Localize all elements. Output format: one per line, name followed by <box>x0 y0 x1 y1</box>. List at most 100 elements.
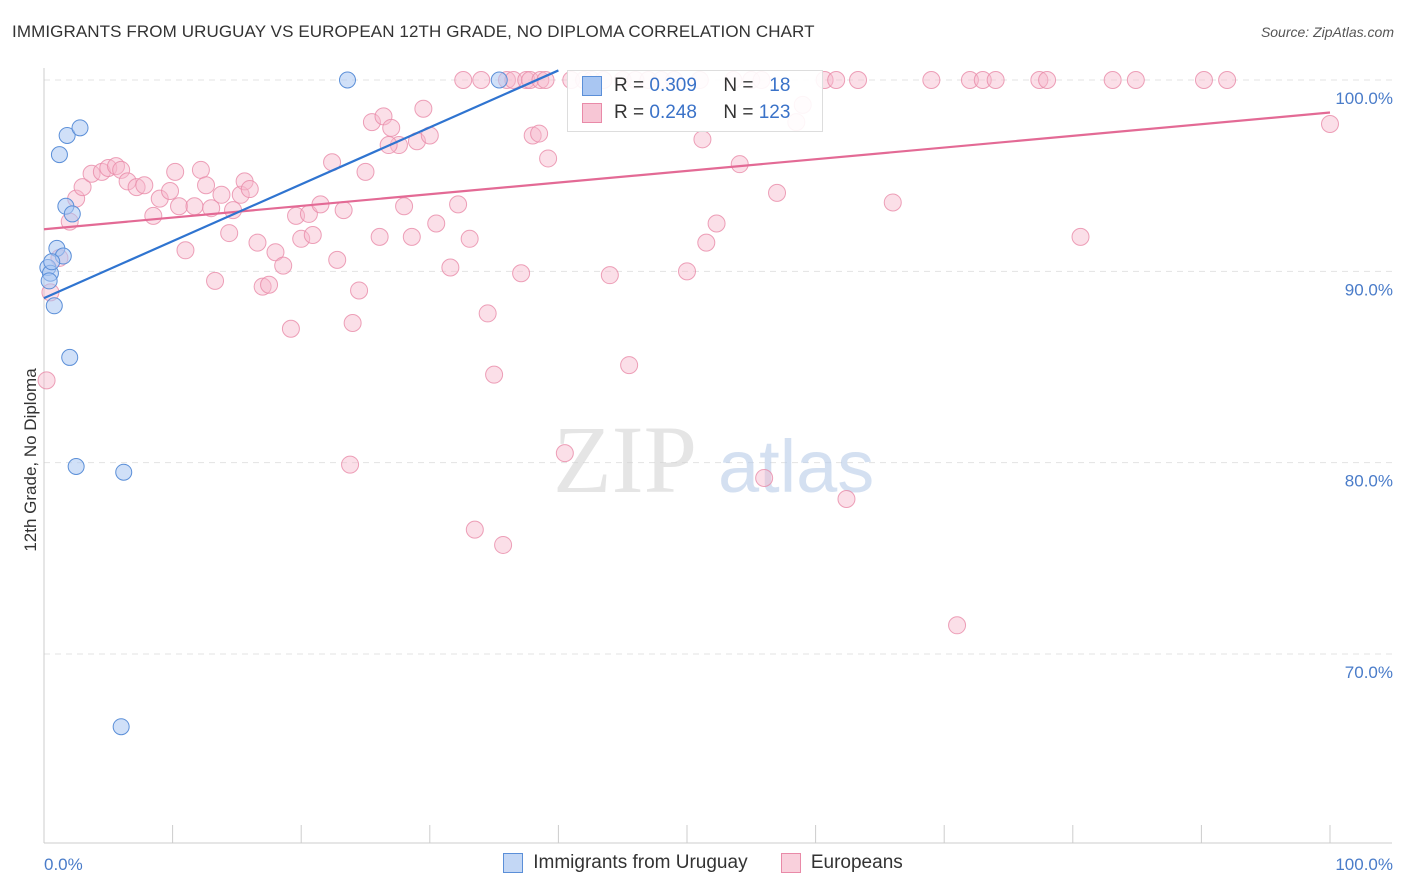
europeans-point <box>1218 71 1237 89</box>
europeans-point <box>1321 115 1339 134</box>
europeans-point <box>328 250 347 269</box>
europeans-point <box>600 266 619 285</box>
europeans-point <box>150 189 169 208</box>
europeans-point <box>118 172 137 191</box>
europeans-point <box>281 319 300 338</box>
europeans-point <box>973 71 992 89</box>
europeans-point <box>512 264 531 283</box>
correlation-legend: R = 0.309 N = 18 R = 0.248 N = 123 <box>567 70 823 132</box>
y-tick-label: 100.0% <box>1335 89 1393 108</box>
europeans-point <box>1030 71 1049 89</box>
europeans-point <box>837 490 856 509</box>
europeans-point <box>460 229 479 248</box>
uruguay-point <box>67 457 85 475</box>
uruguay-trend-line <box>43 69 559 300</box>
europeans-point <box>382 118 401 137</box>
uruguay-point <box>112 718 130 736</box>
europeans-point <box>620 356 639 375</box>
europeans-point <box>1194 71 1213 89</box>
europeans-point <box>707 214 726 233</box>
watermark-zip: ZIP <box>553 406 697 513</box>
europeans-point <box>370 227 389 246</box>
uruguay-swatch <box>582 75 602 96</box>
europeans-point <box>220 224 239 243</box>
europeans-point <box>849 71 868 89</box>
uruguay-point <box>50 146 68 164</box>
europeans-point <box>472 71 491 89</box>
legend-item-uruguay[interactable]: Immigrants from Uruguay <box>503 852 748 874</box>
europeans-point <box>176 241 195 260</box>
tick-labels: 70.0% 80.0% 90.0% 100.0% 0.0% 100.0% <box>44 89 1393 874</box>
europeans-swatch <box>780 852 801 873</box>
r-label: R = <box>614 102 645 123</box>
europeans-point <box>414 99 433 118</box>
europeans-point <box>197 176 216 195</box>
europeans-point <box>948 616 967 635</box>
europeans-point <box>135 176 154 195</box>
europeans-point <box>768 183 787 202</box>
europeans-point <box>883 193 902 212</box>
europeans-point <box>922 71 941 89</box>
europeans-point <box>341 455 360 474</box>
legend-row-europeans: R = 0.248 N = 123 <box>582 102 790 126</box>
europeans-point <box>730 155 749 174</box>
n-label: N = <box>723 75 754 96</box>
r-value-uruguay: 0.309 <box>649 75 697 96</box>
r-label: R = <box>614 75 645 96</box>
n-value-uruguay: 18 <box>769 75 791 96</box>
europeans-point <box>212 185 231 204</box>
uruguay-point <box>40 272 58 290</box>
europeans-point <box>144 206 163 225</box>
europeans-point <box>1038 71 1057 89</box>
europeans-point <box>350 281 369 300</box>
europeans-point <box>253 277 272 296</box>
europeans-point <box>303 225 322 244</box>
europeans-point <box>191 160 210 179</box>
europeans-trend-line <box>43 111 1331 231</box>
europeans-point <box>693 130 712 149</box>
europeans-point <box>530 124 549 143</box>
europeans-point <box>485 365 504 384</box>
europeans-swatch <box>582 102 602 123</box>
europeans-points <box>37 71 1339 635</box>
r-value-europeans: 0.248 <box>649 102 697 123</box>
europeans-point <box>427 214 446 233</box>
uruguay-point <box>63 205 81 223</box>
trend-lines <box>43 69 1331 300</box>
europeans-point <box>1103 71 1122 89</box>
uruguay-point <box>71 119 89 137</box>
x-tick-label: 100.0% <box>1335 855 1393 874</box>
europeans-point <box>539 149 558 168</box>
n-label: N = <box>723 102 754 123</box>
europeans-point <box>356 162 375 181</box>
uruguay-point <box>338 71 356 89</box>
europeans-point <box>678 262 696 281</box>
europeans-point <box>494 535 513 554</box>
europeans-point <box>523 126 542 145</box>
uruguay-point <box>58 126 76 144</box>
europeans-point <box>449 195 468 214</box>
europeans-point <box>240 180 259 199</box>
europeans-point <box>292 229 311 248</box>
europeans-point <box>185 197 204 216</box>
y-tick-label: 90.0% <box>1345 280 1393 299</box>
europeans-point <box>755 468 774 487</box>
europeans-point <box>343 313 362 332</box>
europeans-point <box>37 371 56 390</box>
grid-lines <box>44 79 1392 655</box>
source-label: Source: ZipAtlas.com <box>1260 24 1394 40</box>
y-tick-label: 70.0% <box>1345 663 1393 682</box>
europeans-point <box>260 275 279 294</box>
europeans-point <box>986 71 1005 89</box>
series-legend: Immigrants from Uruguay Europeans <box>0 852 1406 874</box>
europeans-point <box>161 181 180 200</box>
europeans-point <box>112 160 131 179</box>
legend-row-uruguay: R = 0.309 N = 18 <box>582 75 790 99</box>
europeans-point <box>960 71 979 89</box>
europeans-point <box>395 197 414 216</box>
europeans-point <box>697 233 716 252</box>
europeans-point <box>202 199 221 218</box>
uruguay-point <box>115 463 133 481</box>
legend-item-europeans[interactable]: Europeans <box>780 852 903 874</box>
legend-label-uruguay: Immigrants from Uruguay <box>533 852 748 873</box>
